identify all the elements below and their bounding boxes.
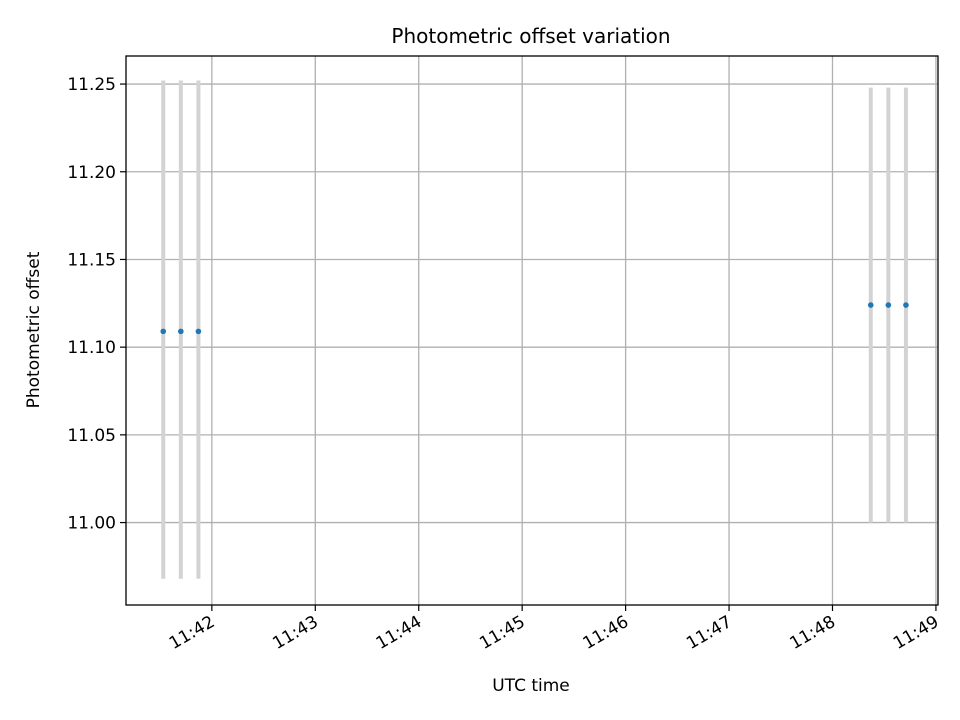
data-point xyxy=(195,328,202,335)
y-axis-label: Photometric offset xyxy=(24,251,44,408)
data-point xyxy=(178,328,184,335)
data-point xyxy=(867,302,874,308)
plot-frame xyxy=(125,55,939,606)
y-tick-label: 11.00 xyxy=(67,514,116,534)
y-tick-label: 11.05 xyxy=(67,426,116,446)
data-point xyxy=(885,302,892,308)
grid xyxy=(126,56,938,605)
y-tick-label: 11.10 xyxy=(67,338,116,358)
y-tick-label: 11.20 xyxy=(67,163,116,183)
data-point xyxy=(160,328,167,335)
y-tick-label: 11.15 xyxy=(67,250,116,270)
x-axis-label: UTC time xyxy=(492,676,570,696)
data-points xyxy=(160,302,909,335)
y-axis: 11.00 11.05 11.10 11.15 11.20 11.25 xyxy=(67,75,126,534)
chart-title: Photometric offset variation xyxy=(391,24,670,48)
data-point xyxy=(903,302,909,308)
y-tick-label: 11.25 xyxy=(67,75,116,95)
